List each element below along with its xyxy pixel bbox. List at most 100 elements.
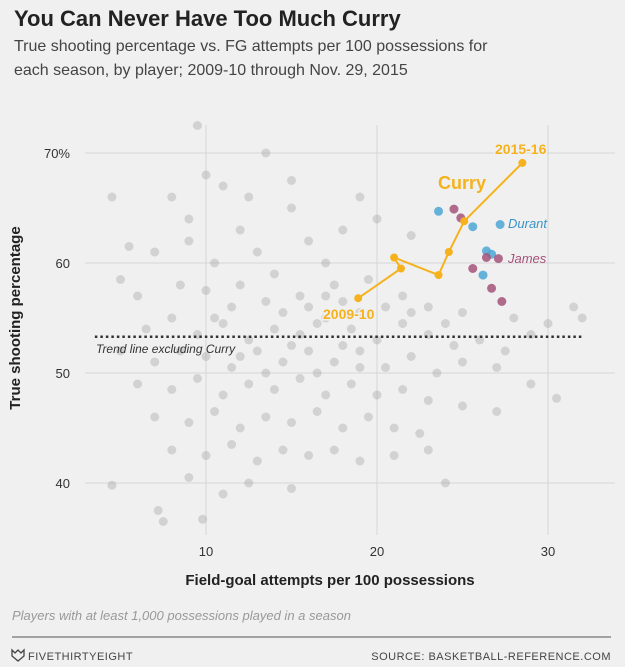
other-player-point <box>141 324 151 334</box>
durant-point <box>478 270 488 280</box>
other-player-point <box>577 313 587 323</box>
other-player-point <box>210 258 220 268</box>
other-player-point <box>355 456 365 466</box>
other-player-point <box>449 341 459 350</box>
x-tick-label: 20 <box>370 544 384 559</box>
brand-name: FIVETHIRTYEIGHT <box>28 651 133 663</box>
other-player-point <box>398 291 408 301</box>
durant-label: Durant <box>508 216 548 231</box>
other-player-point <box>153 506 163 515</box>
other-player-point <box>423 445 433 455</box>
other-player-point <box>381 363 391 372</box>
other-player-point <box>287 484 296 493</box>
other-player-point <box>287 341 296 350</box>
x-tick-labels: 10 20 30 <box>199 544 555 559</box>
other-player-point <box>372 390 382 400</box>
other-player-point <box>398 385 408 394</box>
other-player-point <box>295 374 305 383</box>
source: SOURCE: BASKETBALL-REFERENCE.COM <box>371 651 611 663</box>
other-player-point <box>321 258 331 268</box>
other-player-point <box>269 324 279 334</box>
other-player-point <box>389 423 399 433</box>
other-player-point <box>398 319 408 328</box>
other-player-point <box>218 319 228 328</box>
curry-series <box>354 158 527 303</box>
other-player-point <box>167 385 177 394</box>
other-player-point <box>133 379 143 389</box>
james-point <box>497 297 507 306</box>
other-player-point <box>235 280 245 290</box>
other-player-point <box>355 192 365 202</box>
durant-point <box>468 222 478 232</box>
james-point <box>481 253 491 262</box>
other-player-point <box>312 368 322 378</box>
other-player-point <box>184 418 194 427</box>
curry-point <box>390 253 399 262</box>
other-player-point <box>406 352 416 361</box>
other-player-point <box>423 396 433 405</box>
other-player-point <box>261 412 271 422</box>
other-player-point <box>218 489 228 499</box>
other-player-point <box>192 121 202 130</box>
curry-point <box>518 158 527 167</box>
other-player-point <box>406 308 416 317</box>
other-player-point <box>458 401 467 411</box>
durant-point <box>434 206 444 216</box>
other-player-point <box>107 192 117 202</box>
other-player-point <box>150 357 160 367</box>
other-player-point <box>312 407 322 416</box>
gridlines <box>85 125 615 535</box>
other-player-point <box>338 423 348 433</box>
other-player-point <box>150 412 160 422</box>
other-player-point <box>167 445 177 455</box>
x-tick-label: 10 <box>199 544 213 559</box>
durant-point <box>495 220 505 229</box>
other-player-point <box>432 368 442 378</box>
curry-point <box>354 294 363 303</box>
y-tick-label: 40 <box>56 476 70 491</box>
other-player-point <box>261 148 271 158</box>
fivethirtyeight-logo-icon <box>11 648 25 662</box>
other-player-point <box>440 319 450 328</box>
other-player-point <box>440 478 450 488</box>
james-point <box>487 283 497 293</box>
other-player-point <box>269 269 279 279</box>
james-point <box>468 264 478 273</box>
other-player-point <box>261 368 271 378</box>
other-player-point <box>363 275 373 284</box>
other-player-point <box>116 346 125 356</box>
james-point <box>493 254 503 264</box>
other-player-point <box>329 280 339 290</box>
other-player-point <box>381 302 391 312</box>
other-player-point <box>338 341 348 350</box>
james-point <box>449 204 459 214</box>
footnote: Players with at least 1,000 possessions … <box>12 608 351 623</box>
trend-line: Trend line excluding Curry <box>94 335 583 356</box>
other-player-point <box>269 385 279 394</box>
x-tick-label: 30 <box>541 544 555 559</box>
other-player-point <box>244 379 254 389</box>
other-player-point <box>107 480 117 490</box>
other-player-point <box>509 313 519 323</box>
curry-label: Curry <box>438 173 486 193</box>
other-player-point <box>346 379 356 389</box>
other-player-point <box>312 319 322 328</box>
y-axis-label: True shooting percentage <box>7 226 24 409</box>
other-player-point <box>261 297 271 306</box>
other-player-point <box>492 363 502 372</box>
durant-series <box>434 206 505 280</box>
other-player-point <box>406 231 416 240</box>
y-tick-label: 70% <box>44 146 70 161</box>
james-series <box>449 204 507 306</box>
other-player-point <box>321 313 331 323</box>
other-player-point <box>304 346 314 356</box>
other-player-point <box>372 335 382 345</box>
other-player-point <box>355 346 365 356</box>
y-tick-label: 50 <box>56 366 70 381</box>
other-player-point <box>227 440 237 449</box>
other-player-point <box>235 352 245 361</box>
other-player-point <box>304 302 314 312</box>
other-player-point <box>175 346 185 356</box>
other-player-point <box>355 308 365 317</box>
